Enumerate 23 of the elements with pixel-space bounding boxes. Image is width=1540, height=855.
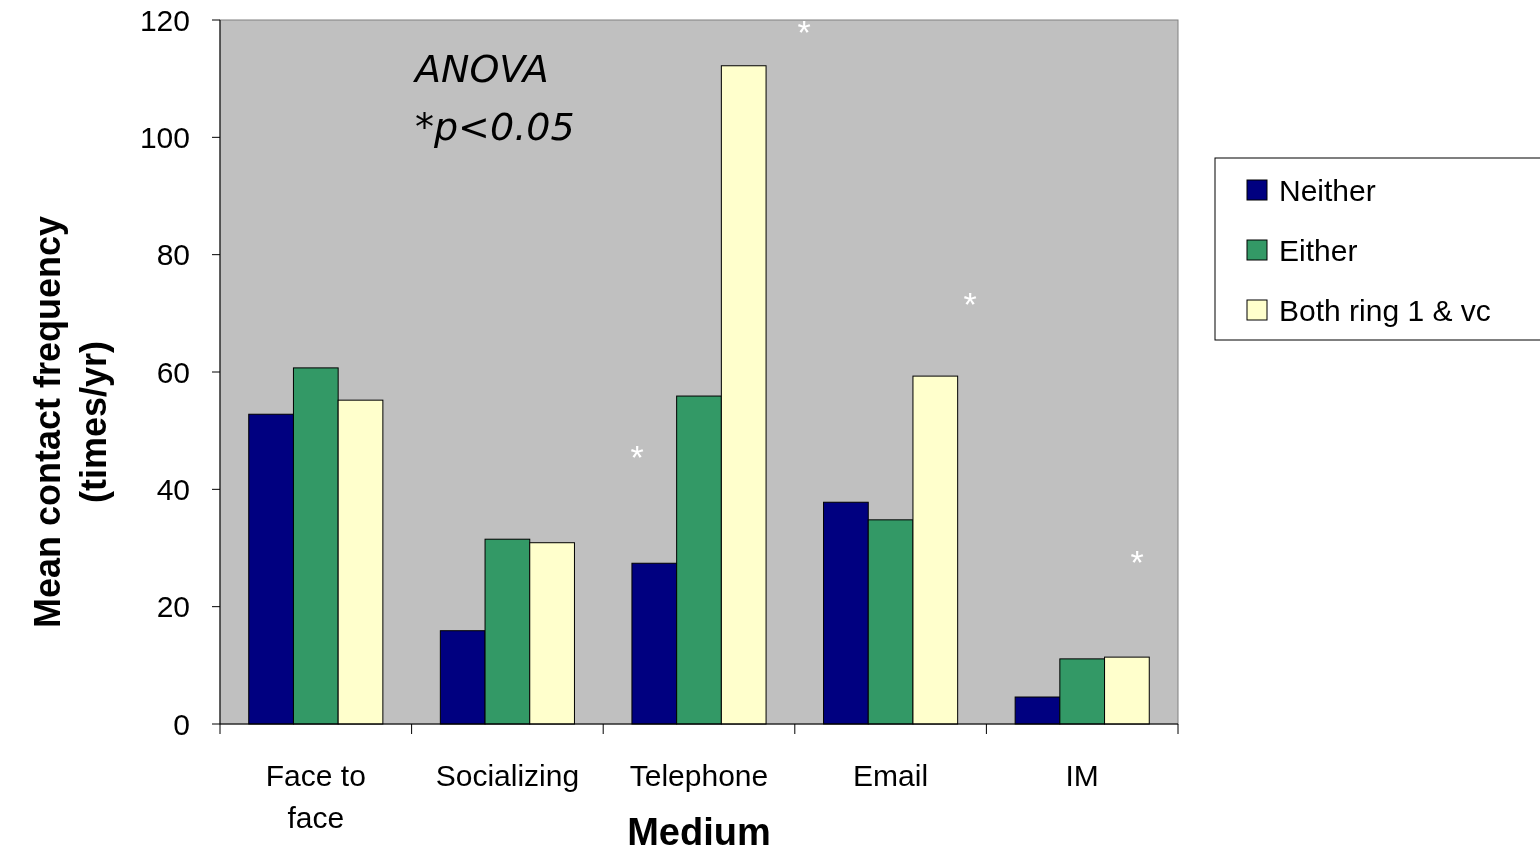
y-tick-label: 20	[156, 590, 190, 624]
y-axis-title: Mean contact frequency (times/yr)	[27, 215, 114, 629]
x-tick-label: IM	[1065, 759, 1099, 792]
annotation: *p<0.05	[415, 105, 575, 149]
y-tick-label: 100	[139, 120, 190, 154]
annotation: *	[630, 437, 644, 476]
y-tick-label: 120	[139, 3, 190, 37]
annotation: *	[963, 284, 977, 323]
y-tick-label: 0	[173, 707, 190, 741]
annotation: *	[797, 12, 811, 51]
x-axis-title: Medium	[627, 811, 771, 853]
legend-label: Either	[1279, 233, 1358, 267]
legend-label: Both ring 1 & vc	[1279, 293, 1491, 327]
annotation: *	[1130, 542, 1144, 581]
y-tick-label: 80	[156, 238, 190, 272]
x-tick-label: Telephone	[629, 759, 769, 792]
x-tick-label: Email	[853, 759, 929, 792]
y-tick-label: 60	[156, 355, 190, 389]
x-tick-label: Socializing	[435, 759, 580, 792]
x-tick-label: Face to face	[265, 759, 366, 834]
annotation: ANOVA	[412, 47, 549, 91]
y-tick-label: 40	[156, 472, 190, 506]
legend-label: Neither	[1279, 173, 1376, 207]
